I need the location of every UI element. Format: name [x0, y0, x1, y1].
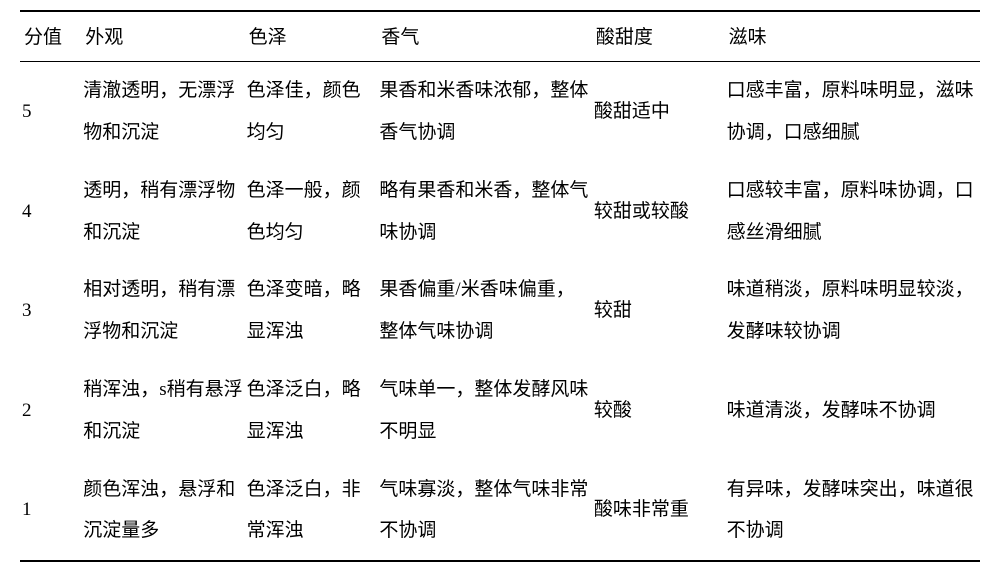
- cell-aroma: 气味单一，整体发酵风味不明显: [377, 361, 591, 461]
- cell-score: 3: [20, 261, 81, 361]
- header-score: 分值: [20, 11, 81, 62]
- cell-appearance: 透明，稍有漂浮物和沉淀: [81, 162, 244, 262]
- cell-appearance: 相对透明，稍有漂浮物和沉淀: [81, 261, 244, 361]
- cell-color: 色泽变暗，略显浑浊: [245, 261, 378, 361]
- cell-score: 4: [20, 162, 81, 262]
- cell-aroma: 果香偏重/米香味偏重，整体气味协调: [377, 261, 591, 361]
- cell-score: 5: [20, 62, 81, 162]
- cell-sweetness: 酸甜适中: [592, 62, 725, 162]
- cell-color: 色泽泛白，略显浑浊: [245, 361, 378, 461]
- cell-taste: 口感较丰富，原料味协调，口感丝滑细腻: [725, 162, 980, 262]
- header-taste: 滋味: [725, 11, 980, 62]
- cell-taste: 味道稍淡，原料味明显较淡，发酵味较协调: [725, 261, 980, 361]
- cell-appearance: 稍浑浊，s稍有悬浮和沉淀: [81, 361, 244, 461]
- table-row: 3 相对透明，稍有漂浮物和沉淀 色泽变暗，略显浑浊 果香偏重/米香味偏重，整体气…: [20, 261, 980, 361]
- header-aroma: 香气: [377, 11, 591, 62]
- cell-taste: 味道清淡，发酵味不协调: [725, 361, 980, 461]
- cell-taste: 口感丰富，原料味明显，滋味协调，口感细腻: [725, 62, 980, 162]
- table-row: 5 清澈透明，无漂浮物和沉淀 色泽佳，颜色均匀 果香和米香味浓郁，整体香气协调 …: [20, 62, 980, 162]
- table-header-row: 分值 外观 色泽 香气 酸甜度 滋味: [20, 11, 980, 62]
- header-sweetness: 酸甜度: [592, 11, 725, 62]
- cell-sweetness: 较甜: [592, 261, 725, 361]
- header-appearance: 外观: [81, 11, 244, 62]
- cell-sweetness: 较甜或较酸: [592, 162, 725, 262]
- header-color: 色泽: [245, 11, 378, 62]
- cell-score: 2: [20, 361, 81, 461]
- cell-color: 色泽佳，颜色均匀: [245, 62, 378, 162]
- cell-color: 色泽一般，颜色均匀: [245, 162, 378, 262]
- sensory-score-table: 分值 外观 色泽 香气 酸甜度 滋味 5 清澈透明，无漂浮物和沉淀 色泽佳，颜色…: [20, 10, 980, 562]
- cell-aroma: 果香和米香味浓郁，整体香气协调: [377, 62, 591, 162]
- table-row: 4 透明，稍有漂浮物和沉淀 色泽一般，颜色均匀 略有果香和米香，整体气味协调 较…: [20, 162, 980, 262]
- cell-sweetness: 较酸: [592, 361, 725, 461]
- table-row: 2 稍浑浊，s稍有悬浮和沉淀 色泽泛白，略显浑浊 气味单一，整体发酵风味不明显 …: [20, 361, 980, 461]
- cell-aroma: 略有果香和米香，整体气味协调: [377, 162, 591, 262]
- cell-appearance: 清澈透明，无漂浮物和沉淀: [81, 62, 244, 162]
